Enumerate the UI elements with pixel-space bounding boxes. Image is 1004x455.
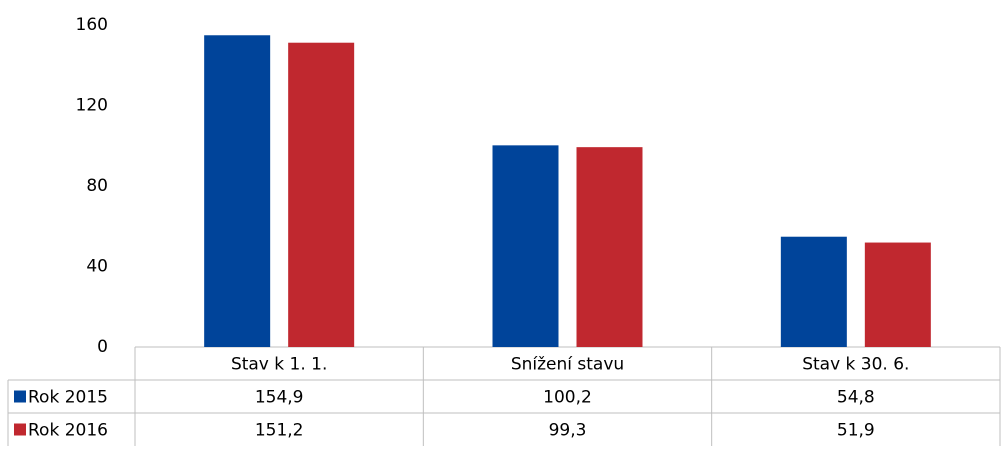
y-tick-label: 80 xyxy=(86,176,108,196)
table-value: 100,2 xyxy=(543,388,592,408)
legend-swatch xyxy=(14,390,26,403)
bar xyxy=(780,236,847,347)
table-value: 99,3 xyxy=(549,421,587,441)
table-value: 154,9 xyxy=(255,388,304,408)
table-value: 51,9 xyxy=(837,421,875,441)
y-tick-label: 120 xyxy=(76,96,108,116)
bar xyxy=(492,145,559,347)
bar xyxy=(576,147,643,347)
bar xyxy=(204,35,271,348)
legend-swatch xyxy=(14,423,26,436)
bar xyxy=(864,242,931,347)
y-tick-label: 0 xyxy=(97,337,108,357)
table-value: 54,8 xyxy=(837,388,875,408)
x-tick-label: Stav k 1. 1. xyxy=(231,355,327,375)
bar xyxy=(288,42,355,348)
y-tick-label: 160 xyxy=(76,15,108,35)
x-tick-label: Snížení stavu xyxy=(511,355,624,375)
table-value: 151,2 xyxy=(255,421,304,441)
y-tick-label: 40 xyxy=(86,257,108,277)
legend-label: Rok 2016 xyxy=(28,421,108,441)
legend-label: Rok 2015 xyxy=(28,388,108,408)
x-tick-label: Stav k 30. 6. xyxy=(802,355,909,375)
